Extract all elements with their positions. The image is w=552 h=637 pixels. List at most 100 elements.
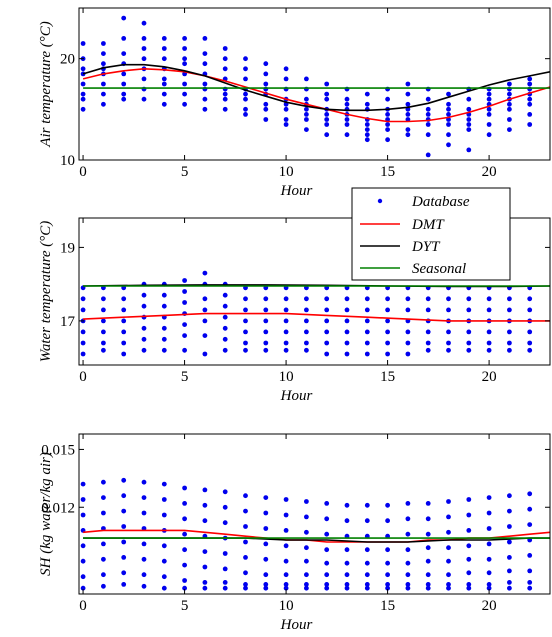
data-point	[304, 585, 309, 591]
data-point	[121, 96, 127, 102]
data-point	[385, 572, 390, 578]
data-point	[222, 56, 228, 62]
data-point	[222, 585, 228, 591]
data-point	[161, 101, 167, 107]
data-point	[243, 66, 248, 72]
data-point	[283, 66, 289, 72]
data-point	[182, 36, 188, 41]
series-layer	[80, 270, 550, 357]
data-point	[141, 56, 147, 62]
data-point	[161, 585, 167, 591]
data-point	[283, 582, 289, 587]
data-point	[466, 296, 472, 302]
data-point	[486, 510, 492, 516]
data-point	[263, 526, 269, 531]
data-point	[80, 307, 86, 313]
legend-entry-seasonal: Seasonal	[360, 261, 466, 277]
data-point	[324, 547, 330, 553]
data-point	[446, 340, 451, 346]
data-point	[243, 96, 248, 102]
data-point	[182, 91, 188, 97]
data-point	[101, 81, 106, 87]
data-point	[182, 585, 188, 591]
data-point	[121, 524, 127, 529]
data-point	[202, 318, 208, 324]
data-point	[466, 512, 472, 518]
data-point	[466, 556, 472, 562]
data-point	[182, 562, 188, 568]
data-point	[141, 46, 147, 51]
data-point	[324, 96, 330, 102]
data-point	[527, 347, 533, 353]
data-point	[243, 493, 248, 499]
y-tick-label: 0.015	[41, 442, 75, 458]
data-point	[263, 340, 269, 346]
data-point	[324, 296, 330, 302]
data-point	[101, 495, 106, 500]
data-point	[80, 481, 86, 487]
data-point	[486, 347, 492, 353]
data-point	[405, 560, 411, 566]
y-tick-label: 20	[60, 52, 75, 68]
data-point	[385, 296, 390, 302]
data-point	[141, 96, 147, 102]
data-point	[344, 96, 350, 102]
data-point	[364, 329, 370, 335]
data-point	[527, 112, 533, 117]
data-point	[263, 61, 269, 67]
data-point	[466, 497, 472, 502]
data-point	[425, 582, 431, 587]
x-tick-label: 5	[181, 164, 189, 180]
data-point	[141, 292, 147, 298]
y-axis-label: Water temperature (°C)	[38, 221, 54, 363]
data-point	[243, 347, 248, 353]
data-point	[202, 307, 208, 313]
data-point	[80, 296, 86, 302]
data-point	[304, 76, 309, 82]
data-point	[121, 539, 127, 545]
data-point	[101, 101, 106, 107]
data-point	[466, 347, 472, 353]
data-point	[527, 340, 533, 346]
data-point	[344, 117, 350, 122]
data-point	[486, 582, 492, 587]
data-point	[527, 101, 533, 107]
data-point	[344, 518, 350, 524]
data-point	[425, 152, 431, 158]
data-point	[182, 101, 188, 107]
data-point	[405, 582, 411, 587]
data-point	[527, 96, 533, 102]
data-point	[222, 580, 228, 585]
data-point	[283, 347, 289, 353]
data-point	[161, 76, 167, 82]
data-point	[263, 81, 269, 87]
data-point	[466, 127, 472, 132]
x-tick-label: 20	[482, 369, 497, 385]
data-point	[385, 351, 390, 357]
series-layer	[80, 477, 550, 591]
data-point	[507, 329, 512, 335]
data-point	[324, 340, 330, 346]
data-point	[141, 495, 147, 500]
data-point	[507, 101, 512, 107]
data-point	[243, 307, 248, 313]
data-point	[243, 112, 248, 117]
data-point	[141, 510, 147, 516]
data-point	[182, 46, 188, 51]
data-point	[405, 340, 411, 346]
data-point	[324, 91, 330, 97]
data-point	[182, 278, 188, 283]
data-point	[304, 329, 309, 335]
data-point	[283, 106, 289, 112]
data-point	[161, 46, 167, 51]
data-point	[121, 307, 127, 313]
data-point	[121, 340, 127, 346]
data-point	[446, 296, 451, 302]
data-point	[405, 329, 411, 335]
data-point	[161, 91, 167, 97]
data-point	[304, 514, 309, 520]
data-point	[263, 296, 269, 302]
data-point	[101, 318, 106, 324]
data-point	[243, 555, 248, 560]
data-point	[344, 582, 350, 587]
